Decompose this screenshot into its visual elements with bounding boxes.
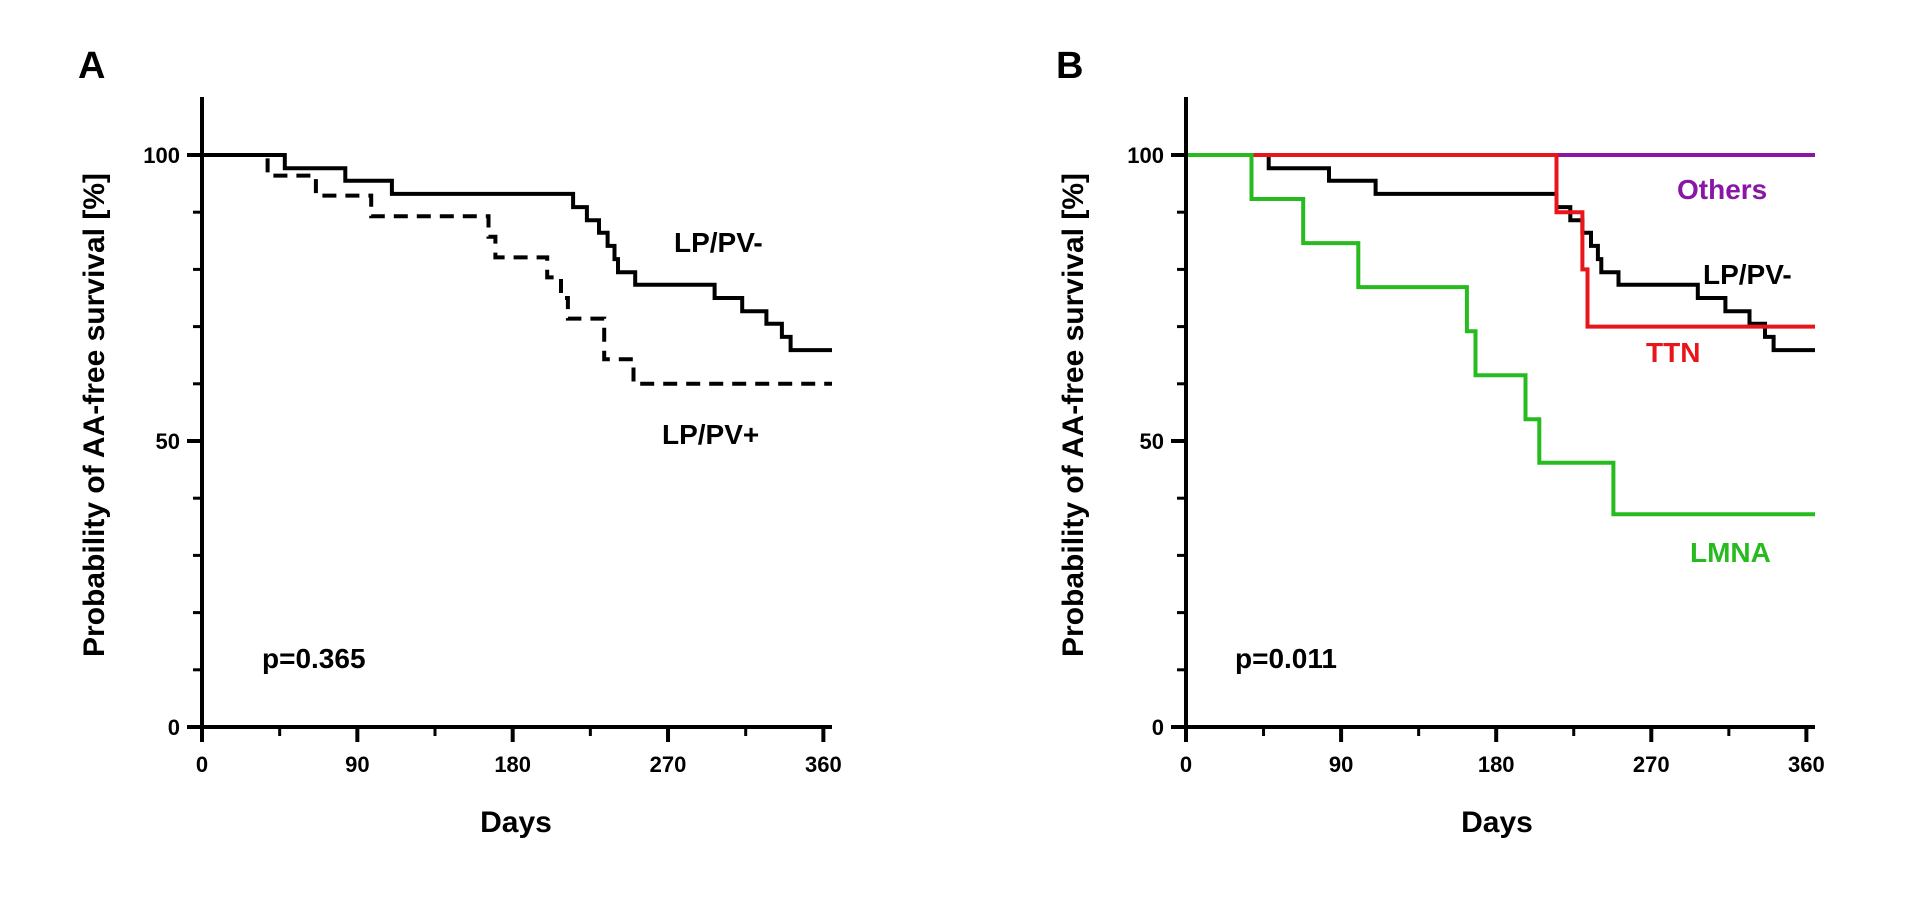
panel-a-x-tick-label-360: 360 xyxy=(805,752,842,777)
panel-a-x-tick-label-180: 180 xyxy=(494,752,531,777)
panel-b-x-tick-label-270: 270 xyxy=(1633,752,1670,777)
panel-a-x-tick-label-0: 0 xyxy=(196,752,208,777)
panel-b-axes: 0 50 100 0 90 180 270 360 xyxy=(1127,97,1825,777)
panel-b-y-axis-title: Probability of AA-free survival [%] xyxy=(1057,173,1090,657)
panel-a-series-lp-pv--line xyxy=(202,153,832,353)
panel-b-series xyxy=(1186,153,1815,517)
panel-a-axes: 0 50 100 0 90 180 270 360 xyxy=(143,97,842,777)
panel-a-label-lp-pv-pos: LP/PV+ xyxy=(662,419,759,450)
panel-b-series-ttn-line xyxy=(1186,153,1815,329)
panel-b-label-lmna: LMNA xyxy=(1690,537,1771,568)
panel-a-series-lp-pv--line xyxy=(202,153,832,386)
panel-b-label-others: Others xyxy=(1677,174,1767,205)
panel-b-x-axis-title: Days xyxy=(1461,806,1533,839)
panel-b-y-tick-label-50: 50 xyxy=(1140,429,1164,454)
panel-b: B 0 50 100 0 90 180 270 360 Probability of AA-f… xyxy=(1056,45,1825,839)
panel-a-series xyxy=(202,153,832,386)
panel-b-x-tick-label-180: 180 xyxy=(1478,752,1515,777)
panel-a-x-tick-label-90: 90 xyxy=(345,752,369,777)
panel-a-y-tick-label-0: 0 xyxy=(168,715,180,740)
panel-b-y-tick-label-0: 0 xyxy=(1152,715,1164,740)
panel-b-x-tick-label-360: 360 xyxy=(1788,752,1825,777)
panel-a-label-lp-pv-neg: LP/PV- xyxy=(674,227,763,258)
panel-a-x-tick-label-270: 270 xyxy=(650,752,687,777)
panel-letter-b: B xyxy=(1056,45,1083,87)
panel-a: A 0 50 100 0 90 180 270 360 Probability of AA-f… xyxy=(78,45,842,839)
panel-a-x-axis-title: Days xyxy=(480,806,552,839)
panel-b-series-lmna-line xyxy=(1186,153,1815,517)
panel-b-y-tick-label-100: 100 xyxy=(1127,143,1164,168)
panel-a-p-value: p=0.365 xyxy=(262,643,366,674)
panel-b-p-value: p=0.011 xyxy=(1235,643,1337,674)
panel-b-label-ttn: TTN xyxy=(1646,337,1700,368)
panel-a-y-axis-title: Probability of AA-free survival [%] xyxy=(78,173,111,657)
panel-b-x-tick-label-90: 90 xyxy=(1329,752,1353,777)
panel-letter-a: A xyxy=(78,45,105,87)
panel-b-label-lp-pv-neg: LP/PV- xyxy=(1703,259,1792,290)
panel-a-y-tick-label-100: 100 xyxy=(143,143,180,168)
panel-b-series-lp-pv--line xyxy=(1186,153,1815,353)
panel-b-x-tick-label-0: 0 xyxy=(1180,752,1192,777)
panel-a-y-tick-label-50: 50 xyxy=(156,429,180,454)
